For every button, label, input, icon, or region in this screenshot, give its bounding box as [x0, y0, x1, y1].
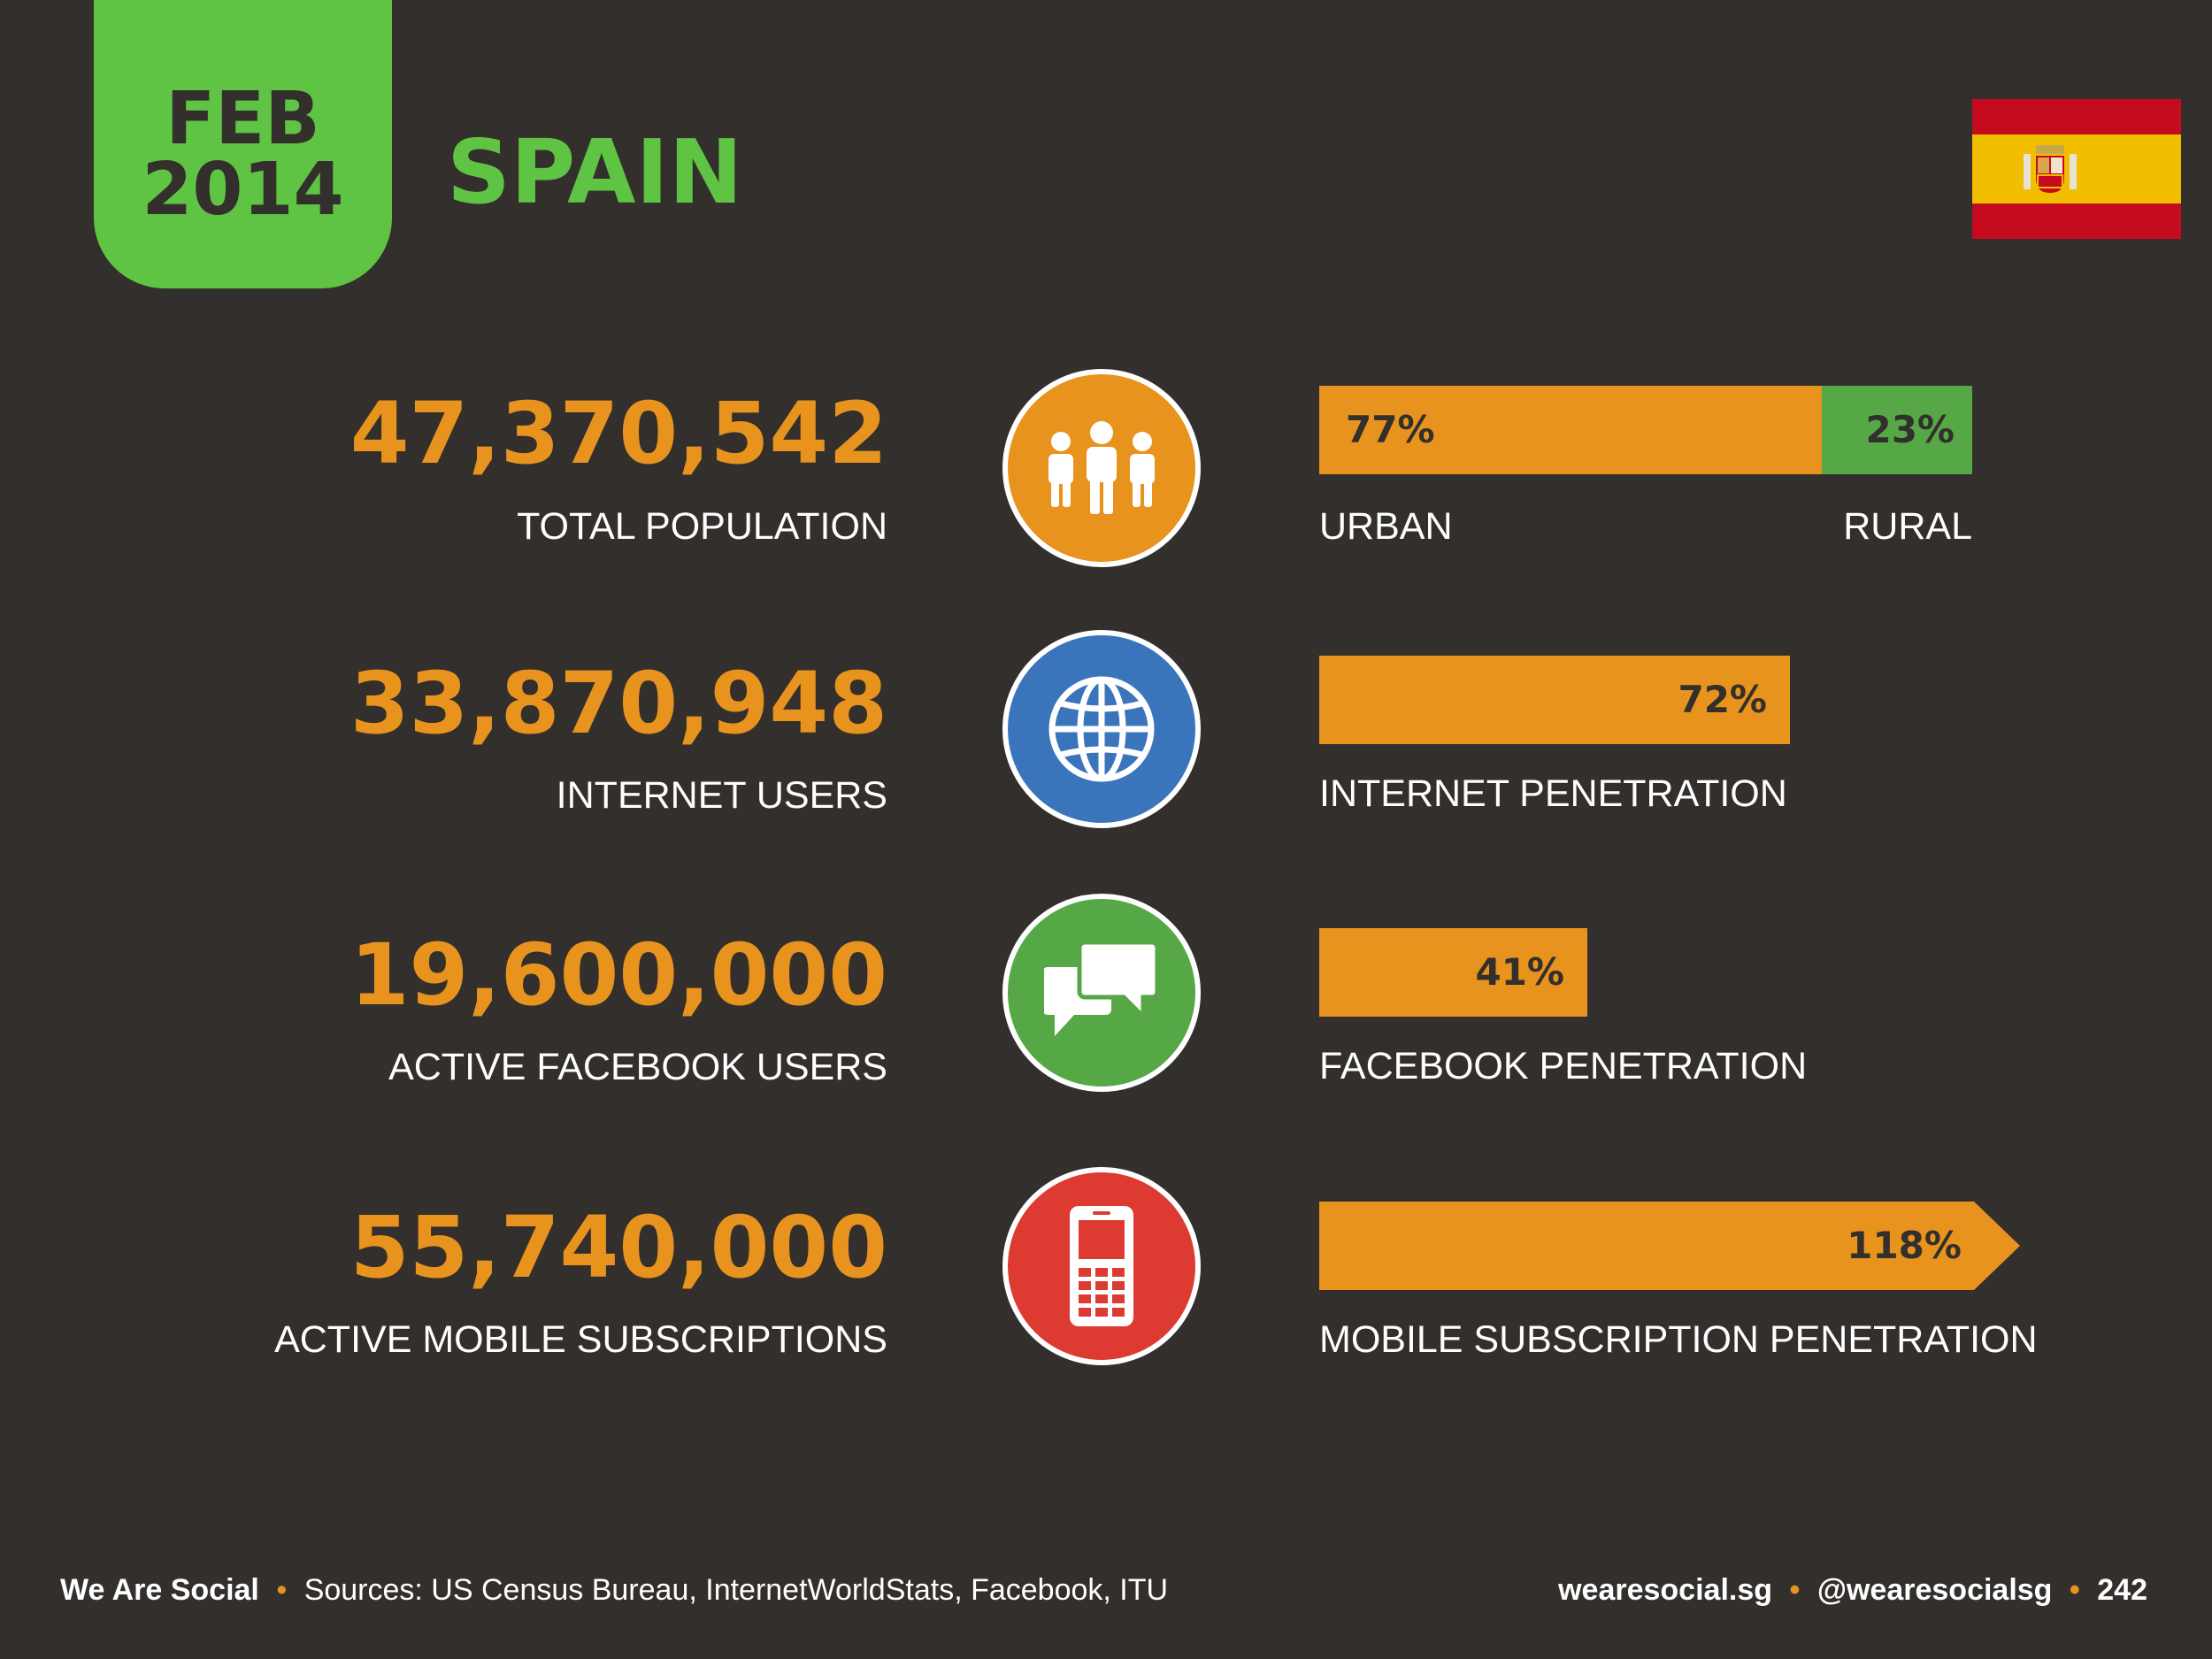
urban-segment: 77% — [1319, 386, 1822, 474]
footer-separator: • — [1789, 1573, 1801, 1607]
facebook-users-label: ACTIVE FACEBOOK USERS — [388, 1046, 887, 1088]
facebook-users-value: 19,600,000 — [349, 926, 887, 1025]
internet-users-value: 33,870,948 — [349, 654, 887, 753]
total-population-label: TOTAL POPULATION — [517, 505, 887, 548]
footer-separator: • — [2069, 1573, 2080, 1607]
urban-label: URBAN — [1319, 505, 1453, 548]
footer-brand: We Are Social — [60, 1573, 259, 1607]
mobile-penetration-pct: 118% — [1847, 1224, 1962, 1267]
chat-bubbles-icon — [1044, 940, 1159, 1036]
population-circle — [1002, 369, 1201, 567]
mobile-circle — [1002, 1167, 1201, 1365]
footer-separator: • — [276, 1573, 288, 1607]
date-tab — [94, 0, 392, 288]
internet-penetration-bar: 72% — [1319, 656, 1790, 744]
rural-label: RURAL — [1843, 505, 1972, 548]
facebook-penetration-pct: 41% — [1475, 950, 1564, 994]
facebook-circle — [1002, 894, 1201, 1092]
internet-penetration-pct: 72% — [1678, 678, 1767, 721]
date-label: FEB 2014 — [94, 77, 392, 232]
internet-users-label: INTERNET USERS — [556, 774, 887, 817]
people-icon — [1048, 421, 1155, 514]
date-month: FEB — [165, 77, 320, 161]
mobile-penetration-arrow-shape — [1319, 1202, 2020, 1290]
rural-pct: 23% — [1865, 408, 1955, 451]
footer-handle[interactable]: @wearesocialsg — [1816, 1573, 2053, 1607]
facebook-penetration-bar: 41% — [1319, 928, 1587, 1017]
footer-right: wearesocial.sg • @wearesocialsg • 242 — [1558, 1568, 2147, 1612]
footer-sources: Sources: US Census Bureau, InternetWorld… — [303, 1573, 1169, 1607]
spain-flag-icon — [1972, 99, 2181, 239]
footer-website[interactable]: wearesocial.sg — [1558, 1573, 1773, 1607]
globe-icon — [1048, 676, 1155, 782]
total-population-value: 47,370,542 — [349, 384, 887, 483]
page-number: 242 — [2097, 1573, 2147, 1607]
country-title: SPAIN — [447, 120, 743, 224]
footer-left: We Are Social • Sources: US Census Burea… — [60, 1568, 1168, 1612]
mobile-phone-icon — [1070, 1206, 1133, 1326]
internet-circle — [1002, 630, 1201, 828]
rural-segment: 23% — [1822, 386, 1972, 474]
facebook-penetration-label: FACEBOOK PENETRATION — [1319, 1045, 1808, 1087]
internet-penetration-label: INTERNET PENETRATION — [1319, 772, 1787, 815]
mobile-penetration-bar: 118% — [1319, 1202, 2020, 1290]
mobile-subscriptions-value: 55,740,000 — [349, 1198, 887, 1297]
date-year: 2014 — [142, 148, 344, 232]
urban-pct: 77% — [1346, 408, 1435, 451]
mobile-penetration-label: MOBILE SUBSCRIPTION PENETRATION — [1319, 1318, 2038, 1361]
mobile-subscriptions-label: ACTIVE MOBILE SUBSCRIPTIONS — [274, 1318, 887, 1361]
urban-rural-bar: 77% 23% — [1319, 386, 1972, 474]
